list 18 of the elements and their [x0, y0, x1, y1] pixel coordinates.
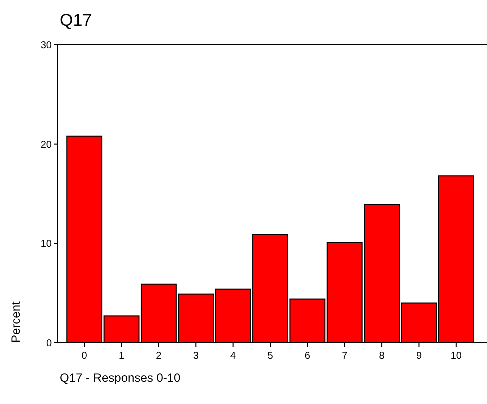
- x-axis-title: Q17 - Responses 0-10: [60, 371, 182, 385]
- y-tick-label: 30: [40, 40, 52, 52]
- y-axis-title: Percent: [9, 300, 23, 343]
- x-tick-label: 3: [193, 351, 200, 362]
- x-tick-label: 2: [156, 351, 162, 362]
- x-tick-label: 6: [304, 351, 311, 362]
- x-tick-label: 4: [230, 351, 237, 362]
- x-tick-label: 1: [118, 351, 125, 362]
- x-tick-label: 10: [450, 351, 462, 362]
- x-tick-label: 0: [82, 351, 88, 362]
- y-tick-label: 20: [40, 140, 52, 151]
- y-tick-label: 0: [46, 338, 52, 350]
- x-tick-label: 8: [379, 351, 386, 362]
- x-tick-label: 7: [342, 351, 348, 362]
- chart-title: Q17: [60, 11, 92, 30]
- x-tick-label: 5: [268, 351, 274, 362]
- y-tick-label: 10: [40, 239, 52, 250]
- x-tick-label: 9: [416, 351, 422, 362]
